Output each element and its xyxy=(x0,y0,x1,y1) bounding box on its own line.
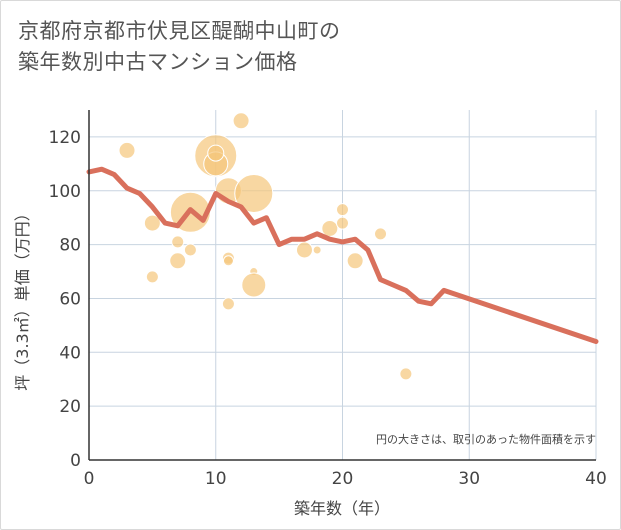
bubble-size-note: 円の大きさは、取引のあった物件面積を示す xyxy=(376,432,596,446)
y-tick-label: 0 xyxy=(70,451,81,471)
x-tick-label: 10 xyxy=(205,469,227,489)
trend-line xyxy=(86,166,599,344)
bubble-point xyxy=(321,219,339,237)
y-tick-label: 120 xyxy=(49,128,81,148)
y-tick-label: 60 xyxy=(59,289,81,309)
y-tick-label: 20 xyxy=(59,397,81,417)
bubble-point xyxy=(336,203,349,217)
bubble-point xyxy=(295,241,313,259)
bubble-point xyxy=(399,367,413,381)
bubble-point xyxy=(336,216,349,230)
bubble-point xyxy=(171,235,185,249)
chart-title-line2: 築年数別中古マンション価格 xyxy=(18,50,298,74)
chart-title-line1: 京都府京都市伏見区醍醐中山町の xyxy=(18,19,341,43)
bubble-point xyxy=(145,270,159,284)
bubble-layer xyxy=(118,112,413,381)
chart-title: 京都府京都市伏見区醍醐中山町の 築年数別中古マンション価格 xyxy=(18,16,598,78)
trend-line-layer xyxy=(86,166,599,344)
bubble-point xyxy=(169,252,187,270)
bubble-point xyxy=(207,144,225,162)
x-tick-label: 0 xyxy=(84,469,95,489)
grid-lines xyxy=(89,110,597,460)
bubble-point xyxy=(183,243,197,257)
bubble-point xyxy=(143,214,161,232)
bubble-point xyxy=(118,141,136,159)
y-tick-label: 80 xyxy=(59,236,81,256)
x-tick-label: 20 xyxy=(332,469,354,489)
y-axis-title: 坪（3.3㎡）単価（万円） xyxy=(13,205,32,390)
bubble-point xyxy=(346,252,364,270)
y-tick-label: 100 xyxy=(49,182,81,202)
axes: 0 20 40 60 80 100 120 0 10 20 30 40 xyxy=(49,110,607,489)
bubble-point xyxy=(232,112,250,130)
bubble-point xyxy=(241,272,267,298)
bubble-point xyxy=(234,173,274,213)
bubble-point xyxy=(374,227,388,241)
x-tick-label: 40 xyxy=(585,469,607,489)
bubble-point xyxy=(221,297,235,311)
bubble-point xyxy=(312,245,322,255)
x-tick-label: 30 xyxy=(458,469,480,489)
x-axis-title: 築年数（年） xyxy=(294,499,390,518)
y-tick-label: 40 xyxy=(59,343,81,363)
bubble-point xyxy=(222,255,234,267)
